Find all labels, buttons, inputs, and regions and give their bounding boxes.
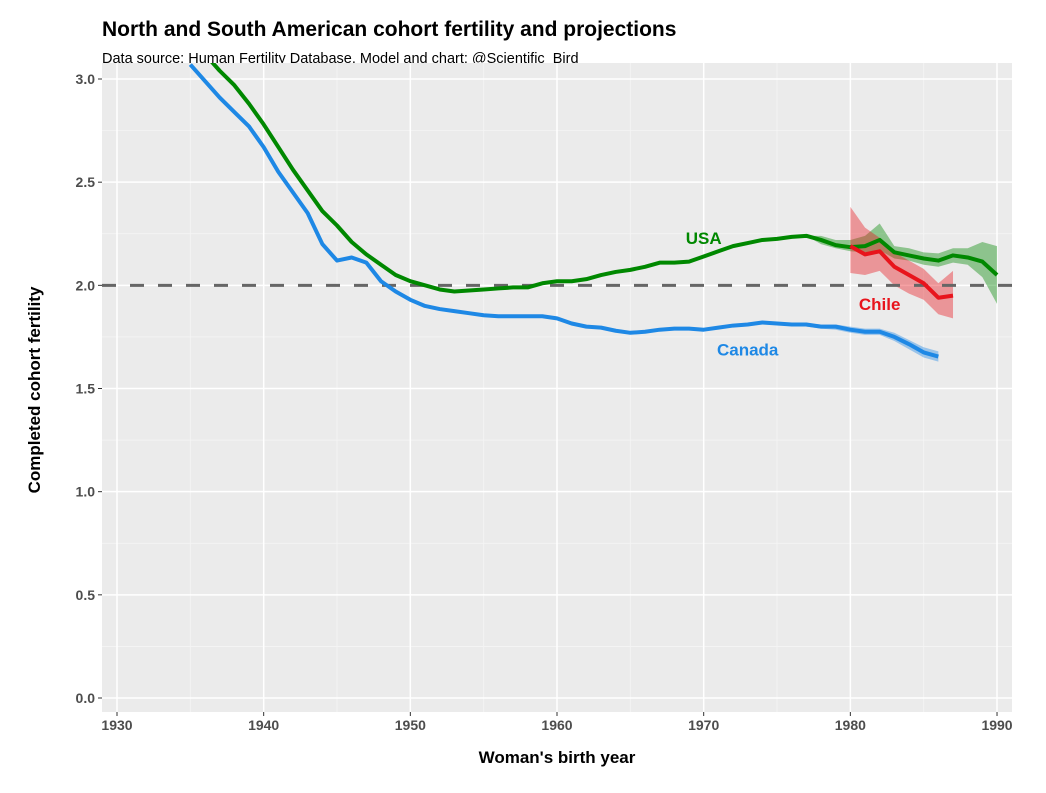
x-tick-label: 1930 — [101, 717, 132, 733]
y-tick-label: 2.0 — [76, 277, 96, 293]
chile-line — [849, 244, 954, 300]
x-tick-label: 1940 — [248, 717, 279, 733]
usa-confidence-band — [806, 223, 998, 304]
x-tick-label: 1980 — [835, 717, 866, 733]
y-tick-label: 3.0 — [76, 71, 96, 87]
usa-line — [210, 63, 999, 294]
x-tick-label: 1990 — [981, 717, 1012, 733]
chart-title: North and South American cohort fertilit… — [102, 18, 677, 41]
chile-label: Chile — [859, 295, 901, 314]
canada-label: Canada — [717, 340, 779, 359]
x-tick-label: 1960 — [541, 717, 572, 733]
y-tick-label: 0.5 — [76, 587, 96, 603]
y-axis-label: Completed cohort fertility — [25, 286, 44, 494]
y-tick-label: 2.5 — [76, 174, 96, 190]
x-tick-label: 1950 — [395, 717, 426, 733]
y-tick-label: 1.5 — [76, 381, 96, 397]
y-tick-label: 0.0 — [76, 690, 96, 706]
series-group — [102, 63, 1012, 362]
canada-line — [188, 63, 939, 359]
chile-confidence-band — [850, 206, 954, 319]
x-axis-label: Woman's birth year — [478, 748, 636, 767]
usa-label: USA — [686, 229, 722, 248]
y-tick-label: 1.0 — [76, 484, 96, 500]
x-tick-label: 1970 — [688, 717, 719, 733]
